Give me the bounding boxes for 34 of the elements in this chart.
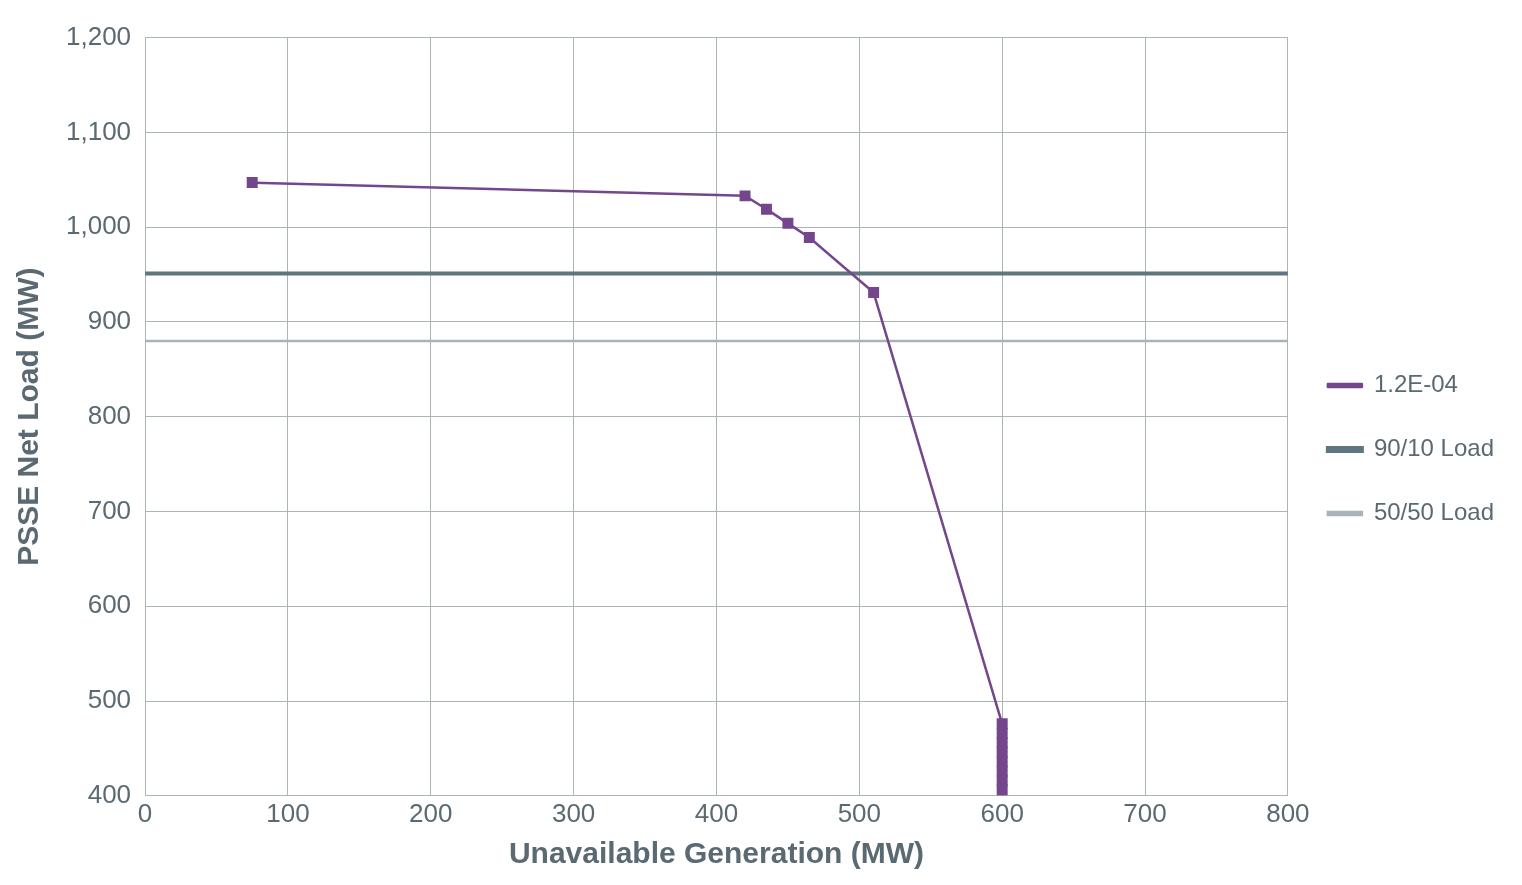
x-tick-label: 600: [980, 797, 1024, 828]
point: [996, 775, 1008, 787]
point: [868, 287, 880, 299]
y-tick-label: 900: [87, 305, 132, 336]
point: [760, 203, 772, 215]
x-tick-label: 100: [266, 797, 310, 828]
point: [739, 190, 751, 202]
legend-label: 1.2E-04: [1373, 370, 1458, 398]
y-tick-label: 800: [87, 399, 132, 430]
x-tick-label: 200: [409, 797, 453, 828]
x-tick-label: 800: [1266, 797, 1310, 828]
x-tick-label: 300: [551, 797, 596, 828]
y-tick-label: 1,000: [65, 210, 132, 241]
y-tick-label: 500: [87, 684, 132, 715]
x-axis-title: Unavailable Generation (MW): [508, 836, 925, 870]
x-tick-label: 0: [137, 797, 153, 828]
y-tick-label: 1,100: [65, 115, 132, 146]
point: [996, 718, 1008, 730]
point: [996, 756, 1008, 768]
point: [782, 217, 794, 229]
point: [803, 232, 815, 244]
x-tick-label: 700: [1123, 797, 1167, 828]
point: [996, 784, 1008, 796]
legend-label: 90/10 Load: [1373, 434, 1495, 462]
legend-label: 50/50 Load: [1373, 498, 1495, 526]
y-tick-label: 1,200: [65, 20, 132, 51]
x-tick-label: 500: [837, 797, 882, 828]
y-axis-title: PSSE Net Load (MW): [11, 267, 45, 566]
point: [996, 737, 1008, 749]
y-tick-label: 600: [87, 589, 132, 620]
x-tick-label: 400: [694, 797, 739, 828]
point: [246, 177, 258, 189]
y-tick-label: 700: [87, 494, 132, 525]
y-tick-label: 400: [87, 778, 132, 809]
